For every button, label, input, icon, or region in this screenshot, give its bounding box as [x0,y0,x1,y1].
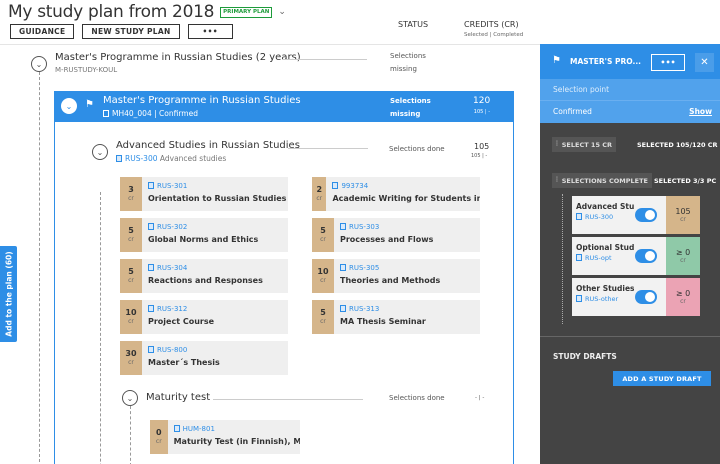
course-card[interactable]: 5 cr RUS-303 Processes and Flows [312,218,480,252]
page-header: My study plan from 2018 PRIMARY PLAN ⌄ G… [0,0,720,44]
course-card[interactable]: 10 cr RUS-312 Project Course [120,300,288,334]
document-icon [576,295,582,302]
course-card[interactable]: 3 cr RUS-301 Orientation to Russian Studies [120,177,288,211]
course-card[interactable]: 10 cr RUS-305 Theories and Methods [312,259,480,293]
credits-column-subheader: Selected | Completed [464,32,524,38]
tree-line [130,406,131,464]
collapse-programme-button[interactable]: ⌄ [31,56,47,72]
advanced-title: Advanced Studies in Russian Studies [116,140,300,151]
document-icon [576,213,582,220]
add-study-draft-button[interactable]: ADD A STUDY DRAFT [613,371,711,386]
tree-line [562,194,563,324]
divider [213,399,363,400]
course-card[interactable]: 5 cr RUS-304 Reactions and Responses [120,259,288,293]
study-plan-tree: ⌄ Master's Programme in Russian Studies … [0,44,540,464]
document-icon [103,110,109,117]
tree-line [39,67,40,464]
document-icon [340,223,346,230]
document-icon [148,223,154,230]
document-icon [148,264,154,271]
more-options-button[interactable]: ••• [187,24,233,39]
selected-credits-status: SELECTED 105/120 CR [637,141,718,149]
panel-more-button[interactable]: ••• [651,54,685,71]
new-study-plan-button[interactable]: NEW STUDY PLAN [82,24,180,39]
panel-title: MASTER'S PRO... [570,57,642,66]
divider [288,148,368,149]
module-title: Master's Programme in Russian Studies [103,95,301,106]
document-icon [148,305,154,312]
select-credits-chip: ⫶ SELECT 15 CR [552,137,617,152]
advanced-credits: 105 [474,142,490,151]
selection-point-label: Selection point [540,79,720,101]
document-icon [116,155,122,162]
collapse-module-button[interactable]: ⌄ [61,98,77,114]
document-icon [576,254,582,261]
course-card[interactable]: 2 cr 993734 Academic Writing for Students i… [312,177,480,211]
document-icon [173,425,180,432]
module-card: ⌄ ⚑ Master's Programme in Russian Studie… [54,91,514,464]
course-card[interactable]: 5 cr RUS-313 MA Thesis Seminar [312,300,480,334]
maturity-title: Maturity test [146,392,211,403]
status-column-header: STATUS [398,20,429,29]
study-drafts-heading: STUDY DRAFTS [553,352,617,361]
signpost-icon: ⚑ [552,55,561,66]
selections-complete-chip: ⫶ SELECTIONS COMPLETE [552,173,652,188]
advanced-status: Selections done [389,145,445,153]
toggle-switch[interactable] [635,208,657,222]
document-icon [340,264,346,271]
signpost-icon: ⚑ [85,99,94,110]
maturity-status: Selections done [389,394,445,402]
confirmed-row: Confirmed Show [540,101,720,123]
advanced-code: RUS-300 Advanced studies [116,154,226,163]
course-card[interactable]: 30 cr RUS-800 Master´s Thesis [120,341,288,375]
show-link[interactable]: Show [689,107,712,116]
programme-status: Selections missing [390,52,426,73]
collapse-maturity-button[interactable]: ⌄ [122,390,138,406]
sliders-icon: ⫶ [556,140,558,148]
toggle-switch[interactable] [635,249,657,263]
course-card[interactable]: 5 cr RUS-302 Global Norms and Ethics [120,218,288,252]
document-icon [148,346,154,353]
maturity-credits-sub: - | - [475,395,485,401]
option-other-studies[interactable]: Other Studies RUS-other ≥ 0 cr [572,278,700,316]
module-status: Selections missing [390,97,431,118]
module-credits-sub: 105 | - [473,109,490,115]
collapse-advanced-button[interactable]: ⌄ [92,144,108,160]
module-credits: 120 [473,96,491,106]
add-to-plan-tab[interactable]: Add to the plan (60) [0,246,17,342]
toggle-switch[interactable] [635,290,657,304]
page-title: My study plan from 2018 [8,2,215,22]
programme-code: M-RUSTUDY-KOUL [55,66,118,74]
module-header[interactable]: ⌄ ⚑ Master's Programme in Russian Studie… [55,92,513,122]
chevron-down-icon[interactable]: ⌄ [278,7,286,17]
panel-header: ⚑ MASTER'S PRO... ••• ✕ [540,44,720,79]
divider [282,59,367,60]
sliders-icon: ⫶ [556,176,558,184]
guidance-button[interactable]: GUIDANCE [10,24,75,39]
primary-plan-badge: PRIMARY PLAN [220,6,273,18]
document-icon [148,182,154,189]
detail-panel: ⚑ MASTER'S PRO... ••• ✕ Selection point … [540,44,720,464]
tree-line [100,192,101,464]
programme-title: Master's Programme in Russian Studies (2… [55,52,301,63]
advanced-credits-sub: 105 | - [471,153,488,159]
credits-column-header: CREDITS (CR) [464,20,519,29]
document-icon [332,182,339,189]
module-code: MH40_004 | Confirmed [103,109,198,118]
selected-pieces-status: SELECTED 3/3 PC [654,177,717,185]
divider [540,336,720,337]
close-icon[interactable]: ✕ [695,53,714,72]
document-icon [340,305,346,312]
